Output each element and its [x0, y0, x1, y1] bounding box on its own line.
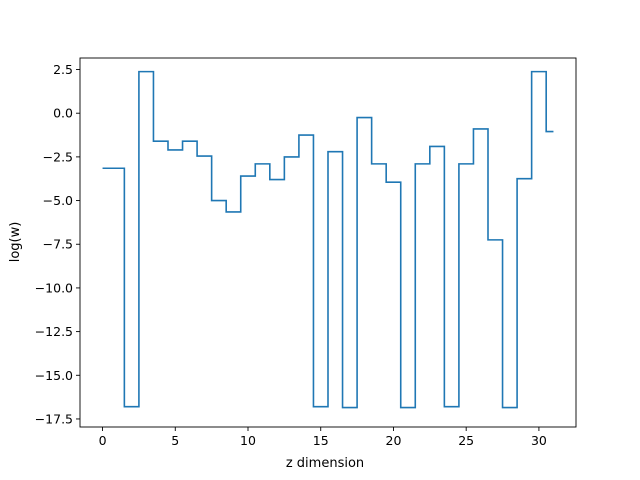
x-tick-label: 10 — [240, 433, 256, 448]
y-tick-label: 0.0 — [53, 106, 73, 121]
y-tick-label: −17.5 — [35, 411, 73, 426]
x-tick-label: 15 — [313, 433, 329, 448]
y-tick-label: −7.5 — [43, 237, 73, 252]
axes-frame — [79, 57, 577, 428]
y-axis-ticks: 2.5 0.0 −2.5 −5.0 −7.5 −10.0 −12.5 −15.0 −17.5 — [35, 62, 80, 426]
plot-area — [79, 57, 577, 428]
series-line — [102, 70, 554, 409]
y-axis-label: log(w) — [8, 222, 23, 263]
x-tick-label: 20 — [386, 433, 402, 448]
y-tick-label: −5.0 — [43, 193, 73, 208]
y-tick-label: −2.5 — [43, 149, 73, 164]
x-tick-label: 5 — [171, 433, 179, 448]
y-tick-label: −15.0 — [35, 368, 73, 383]
x-tick-label: 30 — [531, 433, 547, 448]
x-axis-ticks: 0 5 10 15 20 25 30 — [99, 427, 547, 448]
x-tick-label: 25 — [458, 433, 474, 448]
x-tick-label: 0 — [99, 433, 107, 448]
y-tick-label: −10.0 — [35, 280, 73, 295]
y-tick-label: −12.5 — [35, 324, 73, 339]
x-axis-label: z dimension — [286, 456, 364, 471]
y-tick-label: 2.5 — [53, 62, 73, 77]
